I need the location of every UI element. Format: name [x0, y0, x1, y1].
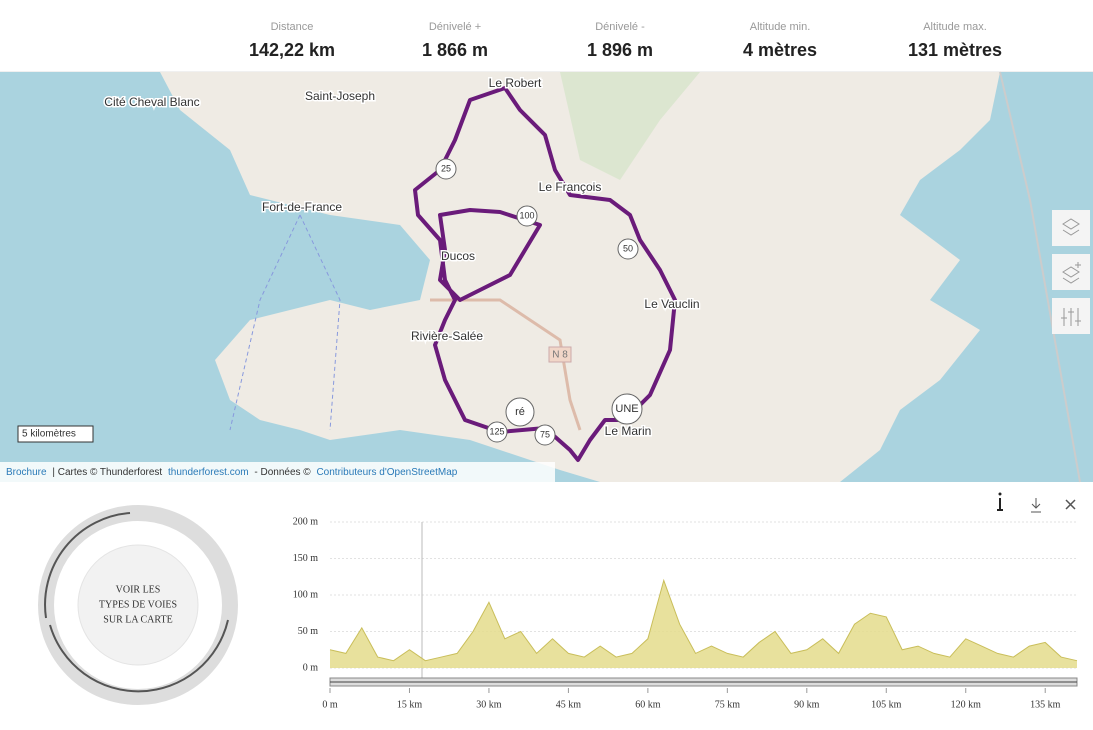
route-marker	[617, 238, 639, 260]
road-shield	[548, 346, 572, 363]
stats-bar: Distance 142,22 km Dénivelé + 1 866 m Dénive…	[0, 21, 1093, 73]
stat-value: 131 mètres	[908, 40, 1002, 60]
x-tick-label: 120 km	[951, 699, 982, 710]
route-marker	[611, 393, 643, 425]
x-tick-label: 105 km	[871, 699, 902, 710]
place-label: Le Robert	[489, 76, 542, 90]
place-label: Le François	[539, 180, 602, 194]
icon	[1061, 308, 1081, 326]
marker-label: 25	[441, 163, 451, 173]
stat-label: Altitude min.	[750, 21, 811, 33]
attribution-text: - Données ©	[254, 467, 311, 478]
x-tick-label: 15 km	[397, 699, 423, 710]
marker-label: UNE	[615, 403, 638, 415]
marker-label: 75	[540, 429, 550, 439]
info-icon[interactable]	[997, 498, 1003, 511]
download-icon[interactable]	[1031, 498, 1041, 513]
donut-segment	[49, 619, 229, 693]
elevation-area	[330, 580, 1077, 668]
marker-label: ré	[515, 406, 525, 418]
stat-label: Dénivelé -	[595, 21, 645, 33]
icon	[1062, 262, 1081, 284]
close-icon[interactable]	[1065, 499, 1076, 510]
scale-bar	[17, 425, 94, 443]
x-tick-label: 0 m	[322, 699, 338, 710]
info-icon-dot	[998, 492, 1002, 496]
stat-value: 142,22 km	[249, 40, 335, 60]
ferry-line	[229, 214, 341, 431]
x-tick-label: 90 km	[794, 699, 820, 710]
y-tick-label: 150 m	[293, 553, 319, 564]
stat-value: 1 896 m	[587, 40, 653, 60]
add-layer-button[interactable]	[1052, 254, 1090, 290]
place-label: Fort-de-France	[262, 200, 342, 214]
panel-icons	[997, 492, 1076, 513]
route	[413, 86, 677, 462]
scale-label: 5 kilomètres	[22, 429, 76, 440]
thunderforest-link[interactable]: thunderforest.com	[168, 467, 249, 478]
donut-segment	[44, 512, 131, 619]
land	[160, 72, 1000, 482]
road-label: N 8	[552, 350, 568, 361]
attribution: Brochure | Cartes © Thunderforest thunde…	[6, 467, 458, 478]
boundary	[999, 71, 1081, 483]
y-tick-label: 100 m	[293, 589, 319, 600]
map-controls	[1052, 210, 1090, 334]
y-tick-label: 50 m	[298, 626, 319, 637]
x-tick-label: 135 km	[1030, 699, 1061, 710]
y-tick-label: 200 m	[293, 516, 319, 527]
elevation-chart: 0 m 50 m 100 m 150 m 200 m 0 m 15 km 30 km 45 km…	[293, 516, 1078, 710]
stat-value: 4 mètres	[743, 40, 817, 60]
place-label: Ducos	[441, 249, 475, 263]
brochure-link[interactable]: Brochure	[6, 467, 47, 478]
attribution-text: | Cartes © Thunderforest	[52, 467, 162, 478]
button-label: SUR LA CARTE	[103, 614, 172, 625]
route-marker	[516, 205, 538, 227]
place-label: Saint-Joseph	[305, 89, 375, 103]
stat-label: Dénivelé +	[429, 21, 481, 33]
osm-link[interactable]: Contributeurs d'OpenStreetMap	[316, 467, 457, 478]
place-label: Rivière-Salée	[411, 329, 483, 343]
place-labels: Cité Cheval Blanc Saint-Joseph Le Robert Fo…	[103, 75, 701, 440]
x-tick-label: 60 km	[635, 699, 661, 710]
y-tick-label: 0 m	[303, 662, 319, 673]
road-types-donut[interactable]: VOIR LES TYPES DE VOIES SUR LA CARTE	[38, 505, 238, 705]
route-marker	[435, 158, 457, 180]
icon	[1062, 218, 1080, 236]
marker-label: 50	[623, 243, 633, 253]
x-tick-label: 30 km	[476, 699, 502, 710]
stat-label: Distance	[271, 21, 314, 33]
route-markers: 25 100 50 125 75 ré UNE	[435, 158, 643, 446]
route-marker	[505, 397, 535, 427]
stat-value: 1 866 m	[422, 40, 488, 60]
place-label: Le Marin	[605, 424, 652, 438]
marker-label: 125	[489, 426, 504, 436]
forest	[560, 72, 700, 180]
map[interactable]: Cité Cheval Blanc Saint-Joseph Le Robert Fo…	[0, 71, 1093, 483]
layers-button[interactable]	[1052, 210, 1090, 246]
button-label: VOIR LES	[116, 584, 161, 595]
attribution-bg	[0, 462, 555, 482]
place-label: Le Vauclin	[644, 297, 699, 311]
button-label: TYPES DE VOIES	[99, 599, 177, 610]
x-tick-label: 45 km	[556, 699, 582, 710]
x-tick-label: 75 km	[715, 699, 741, 710]
marker-label: 100	[519, 210, 534, 220]
place-label: Cité Cheval Blanc	[104, 95, 199, 109]
stat-label: Altitude max.	[923, 21, 987, 33]
donut-center	[77, 544, 199, 666]
route-marker	[534, 424, 556, 446]
elevation-line	[329, 578, 1078, 662]
route-marker	[486, 421, 508, 443]
road	[430, 298, 582, 431]
